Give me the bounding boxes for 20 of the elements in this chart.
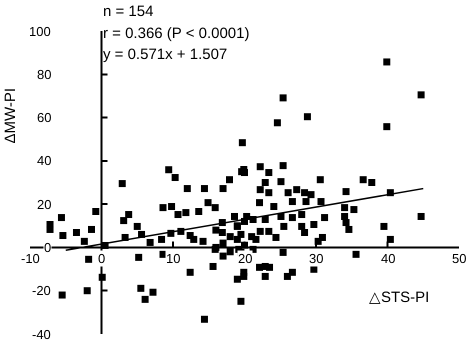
x-tick-label: 50 [452,251,466,266]
x-tick-label: 0 [98,251,106,266]
text: n = 154 [103,3,154,20]
y-tick-label: 80 [37,67,52,82]
annotation: y = 0.571x + 1.507 [103,46,228,63]
y-tick-label: 100 [29,24,51,39]
y-axis-title: ΔMW-PI [2,88,19,144]
x-tick-label: -10 [21,251,40,266]
y-tick-label: 40 [37,153,52,168]
y-tick-label: -40 [32,327,51,342]
x-tick-label: 40 [381,251,396,266]
x-tick-label: 30 [309,251,324,266]
y-tick-label: -20 [32,283,51,298]
y-tick-label: 60 [37,110,52,125]
annotation: r = 0.366 (P < 0.0001) [103,25,250,42]
y-tick-label: 0 [44,240,52,255]
x-tick-label: 20 [238,251,252,266]
y-tick-label: 20 [37,197,52,212]
x-axis-title: △STS-PI [369,289,430,306]
x-tick-label: 10 [166,251,180,266]
